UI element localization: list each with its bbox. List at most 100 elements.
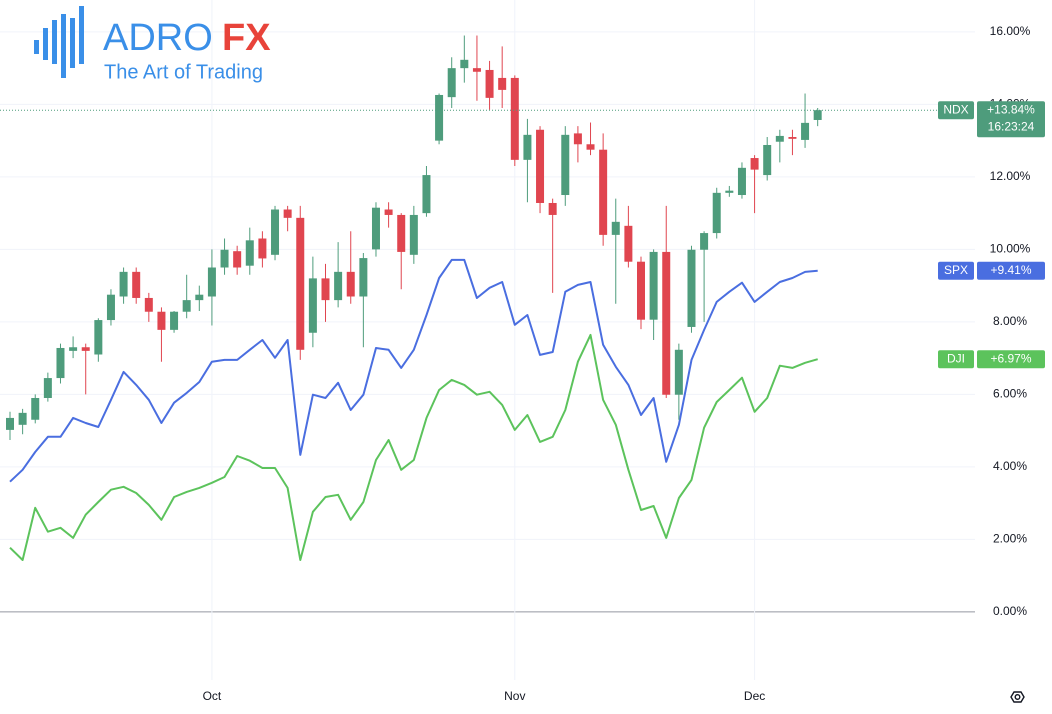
candle-body xyxy=(43,378,52,398)
candle-body xyxy=(460,59,469,69)
candle-body xyxy=(700,233,709,250)
candle-body xyxy=(435,94,444,141)
candle-body xyxy=(750,158,759,170)
badge-value: +13.84% xyxy=(987,102,1035,116)
candle-body xyxy=(334,271,343,301)
y-tick-label: 6.00% xyxy=(993,387,1027,401)
candle-body xyxy=(586,144,595,150)
candle-body xyxy=(548,202,557,215)
candle-body xyxy=(132,271,141,298)
x-tick-label: Nov xyxy=(504,689,525,703)
candle-body xyxy=(599,149,608,235)
badge-value-bg xyxy=(977,350,1045,369)
candle-body xyxy=(271,209,280,255)
candle-body xyxy=(283,209,292,218)
badge-name-bg xyxy=(938,261,974,280)
logo-tagline: The Art of Trading xyxy=(104,61,263,83)
badge-value: +6.97% xyxy=(990,351,1031,365)
candle-body xyxy=(220,249,229,268)
candle-body xyxy=(69,347,78,351)
line-series xyxy=(9,258,818,483)
logo-brand: FX xyxy=(222,17,271,59)
candle-body xyxy=(346,271,355,297)
candle-body xyxy=(662,251,671,395)
candle-body xyxy=(801,122,810,140)
candle-body xyxy=(308,278,317,333)
y-tick-label: 12.00% xyxy=(990,169,1031,183)
candle-body xyxy=(725,190,734,193)
logo-bar xyxy=(61,14,66,78)
y-tick-label: 2.00% xyxy=(993,532,1027,546)
badge-name: NDX xyxy=(943,102,968,116)
candle-body xyxy=(6,417,14,430)
candle-body xyxy=(258,238,267,259)
candle-body xyxy=(106,294,115,321)
logo-bar xyxy=(70,18,75,68)
candle-body xyxy=(245,240,254,266)
y-tick-label: 10.00% xyxy=(990,242,1031,256)
y-tick-label: 4.00% xyxy=(993,459,1027,473)
candle-body xyxy=(321,278,330,301)
candle-body xyxy=(157,311,166,330)
candle-body xyxy=(409,214,418,255)
candle-body xyxy=(485,69,494,98)
x-tick-label: Oct xyxy=(203,689,222,703)
badge-name: DJI xyxy=(947,351,965,365)
candle-body xyxy=(144,297,153,312)
logo-bar xyxy=(43,28,48,60)
candle-body xyxy=(637,261,645,320)
candle-body xyxy=(195,294,204,301)
candle-body xyxy=(737,167,746,196)
candle-body xyxy=(712,192,721,234)
candle-body xyxy=(561,134,570,196)
candle-body xyxy=(233,251,242,268)
candle-body xyxy=(31,397,40,420)
y-tick-label: 8.00% xyxy=(993,314,1027,328)
candle-body xyxy=(56,347,65,379)
badge-value-bg xyxy=(977,101,1045,138)
logo: ADRO FX The Art of Trading xyxy=(34,6,271,83)
badge-name-bg xyxy=(938,101,974,120)
candle-body xyxy=(384,209,393,215)
candle-body xyxy=(498,77,507,90)
badge-name: SPX xyxy=(944,263,968,277)
candle-body xyxy=(649,251,658,320)
y-tick-label: 0.00% xyxy=(993,604,1027,618)
badge-value-bg xyxy=(977,261,1045,280)
logo-brand: ADRO xyxy=(103,17,213,59)
candle-body xyxy=(788,137,797,139)
logo-bar xyxy=(34,40,39,54)
candle-body xyxy=(119,271,128,297)
badge-name-bg xyxy=(938,350,974,369)
candle-body xyxy=(296,217,305,350)
candle-body xyxy=(536,129,545,203)
badge-value: +9.41% xyxy=(990,263,1031,277)
line-series xyxy=(9,333,818,561)
candle-body xyxy=(674,349,683,395)
grid xyxy=(0,0,975,680)
candle-body xyxy=(94,320,103,355)
badge-countdown: 16:23:24 xyxy=(988,119,1035,133)
candle-body xyxy=(775,135,784,142)
candle-body xyxy=(813,110,822,120)
logo-bar xyxy=(52,20,57,64)
candle-body xyxy=(359,258,368,297)
candle-body xyxy=(523,134,532,160)
candle-body xyxy=(763,144,772,176)
settings-icon[interactable] xyxy=(1010,691,1025,703)
candle-body xyxy=(371,207,380,250)
candle-body xyxy=(18,412,27,425)
candle-body xyxy=(81,347,90,351)
candle-body xyxy=(573,133,582,145)
candle-body xyxy=(422,175,431,214)
logo-bar xyxy=(79,6,84,64)
candle-body xyxy=(182,300,191,312)
candle-body xyxy=(207,267,216,297)
candle-body xyxy=(687,249,696,327)
candle-body xyxy=(447,68,456,98)
x-tick-label: Dec xyxy=(744,689,765,703)
candle-body xyxy=(397,214,406,252)
candle-body xyxy=(170,311,179,330)
